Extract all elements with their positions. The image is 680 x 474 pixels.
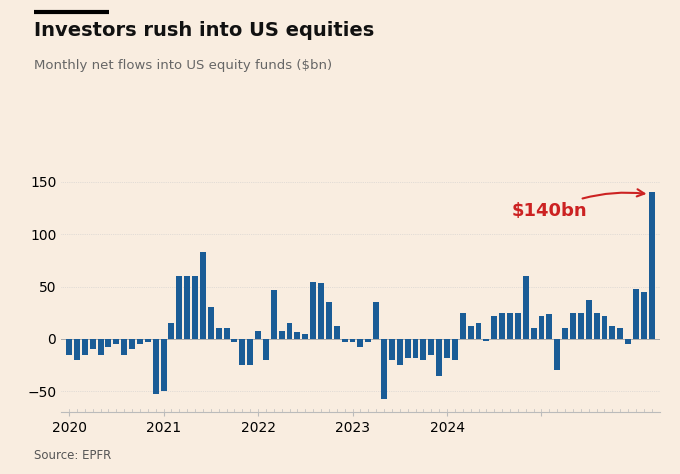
Bar [74, 339, 80, 360]
Bar [248, 339, 253, 365]
Bar [530, 328, 537, 339]
Bar [617, 328, 623, 339]
Bar [554, 339, 560, 370]
Bar [609, 327, 615, 339]
Bar [420, 339, 426, 360]
Bar [224, 328, 230, 339]
Bar [649, 192, 655, 339]
Bar [66, 339, 72, 355]
Bar [192, 276, 198, 339]
Bar [341, 339, 347, 342]
Bar [153, 339, 158, 393]
Bar [578, 313, 584, 339]
Text: Source: EPFR: Source: EPFR [34, 449, 112, 462]
Bar [570, 313, 576, 339]
Bar [428, 339, 435, 355]
Bar [397, 339, 403, 365]
Bar [452, 339, 458, 360]
Bar [633, 289, 639, 339]
Bar [350, 339, 356, 342]
Bar [602, 316, 607, 339]
Bar [334, 327, 340, 339]
Bar [169, 323, 174, 339]
Bar [98, 339, 103, 355]
Bar [515, 313, 521, 339]
Bar [137, 339, 143, 344]
Bar [82, 339, 88, 355]
Bar [105, 339, 112, 347]
Bar [294, 332, 301, 339]
Bar [160, 339, 167, 392]
Bar [184, 276, 190, 339]
Text: Investors rush into US equities: Investors rush into US equities [34, 21, 374, 40]
Text: $140bn: $140bn [511, 189, 644, 220]
Bar [405, 339, 411, 358]
Bar [547, 314, 552, 339]
Bar [263, 339, 269, 360]
Bar [176, 276, 182, 339]
Bar [121, 339, 127, 355]
Bar [523, 276, 528, 339]
Bar [208, 308, 214, 339]
Bar [507, 313, 513, 339]
Bar [475, 323, 481, 339]
Bar [413, 339, 418, 358]
Bar [460, 313, 466, 339]
Bar [255, 330, 261, 339]
Bar [468, 327, 473, 339]
Bar [271, 290, 277, 339]
Bar [216, 328, 222, 339]
Bar [444, 339, 450, 358]
Bar [310, 283, 316, 339]
Bar [318, 283, 324, 339]
Text: Monthly net flows into US equity funds ($bn): Monthly net flows into US equity funds (… [34, 59, 332, 72]
Bar [499, 313, 505, 339]
Bar [539, 316, 545, 339]
Bar [326, 302, 332, 339]
Bar [625, 339, 631, 344]
Bar [381, 339, 387, 399]
Bar [365, 339, 371, 342]
Bar [200, 252, 206, 339]
Bar [585, 300, 592, 339]
Bar [373, 302, 379, 339]
Bar [114, 339, 119, 344]
Bar [279, 330, 285, 339]
Bar [436, 339, 442, 376]
Bar [303, 334, 308, 339]
Bar [129, 339, 135, 349]
Bar [483, 339, 490, 341]
Bar [286, 323, 292, 339]
Bar [358, 339, 363, 347]
Bar [231, 339, 237, 342]
Bar [90, 339, 96, 349]
Bar [594, 313, 600, 339]
Bar [562, 328, 568, 339]
Bar [145, 339, 151, 342]
Bar [389, 339, 395, 360]
Bar [239, 339, 245, 365]
Bar [491, 316, 497, 339]
Bar [641, 292, 647, 339]
